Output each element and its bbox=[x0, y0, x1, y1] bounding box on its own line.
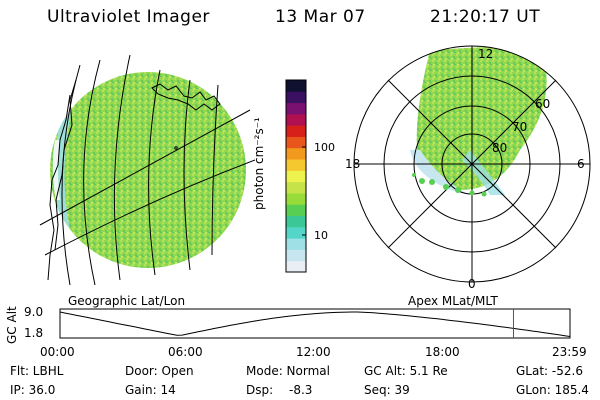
time-tick-1200: 12:00 bbox=[296, 345, 331, 359]
apex-panel-label: Apex MLat/MLT bbox=[408, 294, 498, 308]
date-label: 13 Mar 07 bbox=[275, 7, 366, 27]
colorbar-band bbox=[286, 249, 306, 262]
colorbar-band bbox=[286, 238, 306, 250]
colorbar-band bbox=[286, 113, 306, 126]
mlt-label-12: 12 bbox=[478, 47, 494, 61]
dsp-status: Dsp: bbox=[246, 383, 274, 397]
colorbar-band bbox=[286, 102, 306, 115]
colorbar-band bbox=[286, 147, 306, 160]
colorbar-frame bbox=[285, 79, 307, 273]
colorbar-band bbox=[286, 80, 306, 92]
altitude-plot-frame bbox=[59, 308, 571, 339]
colorbar-band bbox=[286, 170, 306, 183]
time-tick-0000: 00:00 bbox=[40, 345, 75, 359]
glon-status: GLon: 185.4 bbox=[516, 383, 589, 397]
colorbar-band bbox=[286, 260, 306, 273]
auroral-spots bbox=[412, 173, 487, 197]
lat-label-70: 70 bbox=[512, 120, 528, 134]
filter-status: Flt: LBHL bbox=[10, 364, 64, 378]
colorbar-band bbox=[286, 136, 306, 149]
mlt-label-0: 0 bbox=[468, 277, 476, 291]
lat-label-80: 80 bbox=[492, 141, 508, 155]
colorbar-tick-10: 10 bbox=[314, 229, 328, 242]
coastline-map bbox=[47, 79, 221, 281]
gc-alt-status: GC Alt: 5.1 Re bbox=[364, 364, 448, 378]
glat-status: GLat: -52.6 bbox=[516, 364, 583, 378]
time-label: 21:20:17 UT bbox=[430, 7, 541, 27]
colorbar-band bbox=[286, 181, 306, 194]
colorbar-tick-100: 100 bbox=[314, 141, 335, 154]
polar-grid bbox=[353, 45, 591, 283]
time-tick-0600: 06:00 bbox=[168, 345, 203, 359]
ip-status: IP: 36.0 bbox=[10, 383, 56, 397]
mode-status: Mode: Normal bbox=[246, 364, 330, 378]
altitude-tick-max: 9.0 bbox=[24, 305, 44, 319]
colorbar-band bbox=[286, 192, 306, 205]
seq-status: Seq: 39 bbox=[364, 383, 410, 397]
colorbar-band bbox=[286, 215, 306, 228]
lat-label-60: 60 bbox=[535, 97, 551, 111]
colorbar-band bbox=[286, 204, 306, 217]
colorbar-band bbox=[286, 125, 306, 137]
door-status: Door: Open bbox=[125, 364, 194, 378]
time-tick-1800: 18:00 bbox=[425, 345, 460, 359]
dsp-value: -8.3 bbox=[289, 383, 313, 397]
mlt-label-6: 6 bbox=[577, 157, 585, 171]
meridian-lines bbox=[39, 54, 256, 286]
altitude-tick-min: 1.8 bbox=[24, 326, 44, 340]
auroral-coverage bbox=[416, 46, 547, 190]
colorbar-band bbox=[286, 91, 306, 104]
colorbar-band bbox=[286, 226, 306, 239]
time-tick-2359: 23:59 bbox=[552, 345, 587, 359]
colorbar-band bbox=[286, 159, 306, 171]
mlt-label-18: 18 bbox=[345, 157, 361, 171]
geographic-panel-label: Geographic Lat/Lon bbox=[68, 294, 186, 308]
app-title: Ultraviolet Imager bbox=[47, 7, 210, 27]
altitude-curve bbox=[59, 311, 571, 337]
gain-status: Gain: 14 bbox=[125, 383, 176, 397]
